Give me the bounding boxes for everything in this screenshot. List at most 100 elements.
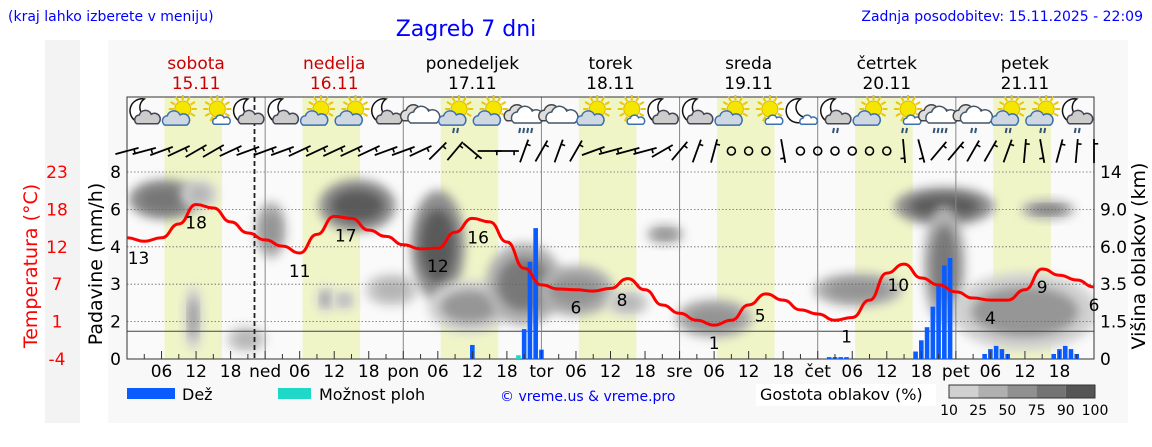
temperature-tick: -4 <box>49 350 66 370</box>
day-name: četrtek <box>857 54 918 74</box>
precip-bar <box>827 357 832 359</box>
temperature-label: 6 <box>571 299 582 319</box>
temperature-label: 16 <box>467 229 489 249</box>
cloud-core <box>339 295 350 304</box>
rain-drop-icon <box>1075 128 1076 133</box>
day-abbr-label: pon <box>387 362 419 382</box>
sun-icon <box>900 101 916 117</box>
day-name: ponedeljek <box>426 54 520 74</box>
rain-drop-icon <box>975 128 976 133</box>
wind-barb-tick <box>1039 158 1043 159</box>
precip-bar <box>913 352 918 359</box>
temperature-label: 12 <box>427 257 449 277</box>
day-abbr-label: tor <box>529 362 553 382</box>
day-name: nedelja <box>303 54 365 74</box>
x-tick-label: 18 <box>911 362 933 382</box>
rain-drop-icon <box>942 128 943 133</box>
scale-label: 75 <box>1028 403 1046 419</box>
x-tick-label: 06 <box>565 362 587 382</box>
x-tick-label: 12 <box>323 362 345 382</box>
rain-drop-icon <box>833 128 834 133</box>
precip-bar <box>994 346 999 359</box>
sun-icon <box>762 101 778 117</box>
day-abbr-label: sre <box>667 362 693 382</box>
precip-bar <box>838 357 843 359</box>
temperature-tick: 18 <box>46 200 68 220</box>
scale-swatch <box>978 385 1007 398</box>
cloud-height-tick: 14 <box>1100 163 1122 183</box>
cloud-height-axis-title: Višina oblakov (km) <box>1128 163 1150 350</box>
last-updated: Zadnja posodobitev: 15.11.2025 - 22:09 <box>861 9 1143 25</box>
day-date: 20.11 <box>862 74 911 94</box>
precipitation-tick: 6 <box>110 200 121 220</box>
precip-bar <box>936 284 941 359</box>
day-date: 21.11 <box>1001 74 1050 94</box>
temperature-label: 17 <box>335 227 357 247</box>
precip-bar <box>844 357 849 359</box>
cloud-core <box>189 298 198 339</box>
rain-drop-icon <box>527 128 528 133</box>
precip-bar <box>942 266 947 360</box>
legend-cloud-density-label: Gostota oblakov (%) <box>760 385 923 404</box>
precipitation-tick: 2 <box>110 313 121 333</box>
scale-label: 100 <box>1082 403 1109 419</box>
rain-drop-icon <box>519 128 520 133</box>
day-abbr-label: pet <box>942 362 970 382</box>
page-title: Zagreb 7 dni <box>396 17 537 42</box>
wind-barb-tick <box>716 144 720 145</box>
precipitation-tick: 4 <box>110 238 121 258</box>
day-name: petek <box>1001 54 1049 74</box>
x-tick-label: 06 <box>841 362 863 382</box>
rain-drop-icon <box>523 128 524 133</box>
wind-barb-tick <box>1061 144 1065 145</box>
scale-swatch <box>1007 385 1036 398</box>
rain-drop-icon <box>1044 128 1045 133</box>
day-date: 15.11 <box>172 74 221 94</box>
scale-label: 90 <box>1057 403 1075 419</box>
copyright[interactable]: © vreme.us & vreme.pro <box>500 389 675 405</box>
rain-drop-icon <box>1006 128 1007 133</box>
rain-drop-icon <box>837 128 838 133</box>
header-hint: (kraj lahko izberete v meniju) <box>8 9 214 25</box>
rain-drop-icon <box>1079 128 1080 133</box>
temperature-label: 6 <box>1089 296 1100 316</box>
day-name: sreda <box>725 54 772 74</box>
wind-barb-tick <box>919 158 923 159</box>
temperature-axis-title: Temperatura (°C) <box>20 184 42 349</box>
temperature-label: 10 <box>887 276 909 296</box>
cloud-height-tick: 0 <box>1100 350 1111 370</box>
rain-drop-icon <box>1010 128 1011 133</box>
wind-barb-tick <box>151 149 152 153</box>
x-tick-label: 18 <box>358 362 380 382</box>
precip-bar <box>925 327 930 359</box>
cloud-core <box>374 280 409 299</box>
rain-drop-icon <box>902 128 903 133</box>
cloud-core <box>188 186 210 202</box>
temperature-label: 18 <box>185 214 207 234</box>
temperature-tick: 1 <box>52 313 63 333</box>
temperature-label: 8 <box>617 291 628 311</box>
precip-bar <box>982 354 987 359</box>
day-abbr-label: čet <box>804 362 831 382</box>
wind-barb-tick <box>780 158 784 159</box>
rain-drop-icon <box>531 128 532 133</box>
x-tick-label: 12 <box>876 362 898 382</box>
scale-label: 10 <box>940 403 958 419</box>
cloud-height-tick: 1.5 <box>1100 313 1127 333</box>
scale-label: 50 <box>998 403 1016 419</box>
cloud-height-tick: 3.5 <box>1100 275 1127 295</box>
temperature-label: 9 <box>1037 278 1048 298</box>
x-tick-label: 12 <box>185 362 207 382</box>
scale-label: 25 <box>969 403 987 419</box>
x-tick-label: 18 <box>1049 362 1071 382</box>
cloud-height-tick: 9.0 <box>1100 200 1127 220</box>
rain-drop-icon <box>457 128 458 133</box>
x-tick-label: 18 <box>634 362 656 382</box>
legend-shower-label: Možnost ploh <box>319 385 425 404</box>
x-tick-label: 18 <box>220 362 242 382</box>
rain-drop-icon <box>971 128 972 133</box>
daylight-band <box>579 97 637 359</box>
x-tick-label: 18 <box>772 362 794 382</box>
day-date: 19.11 <box>724 74 773 94</box>
